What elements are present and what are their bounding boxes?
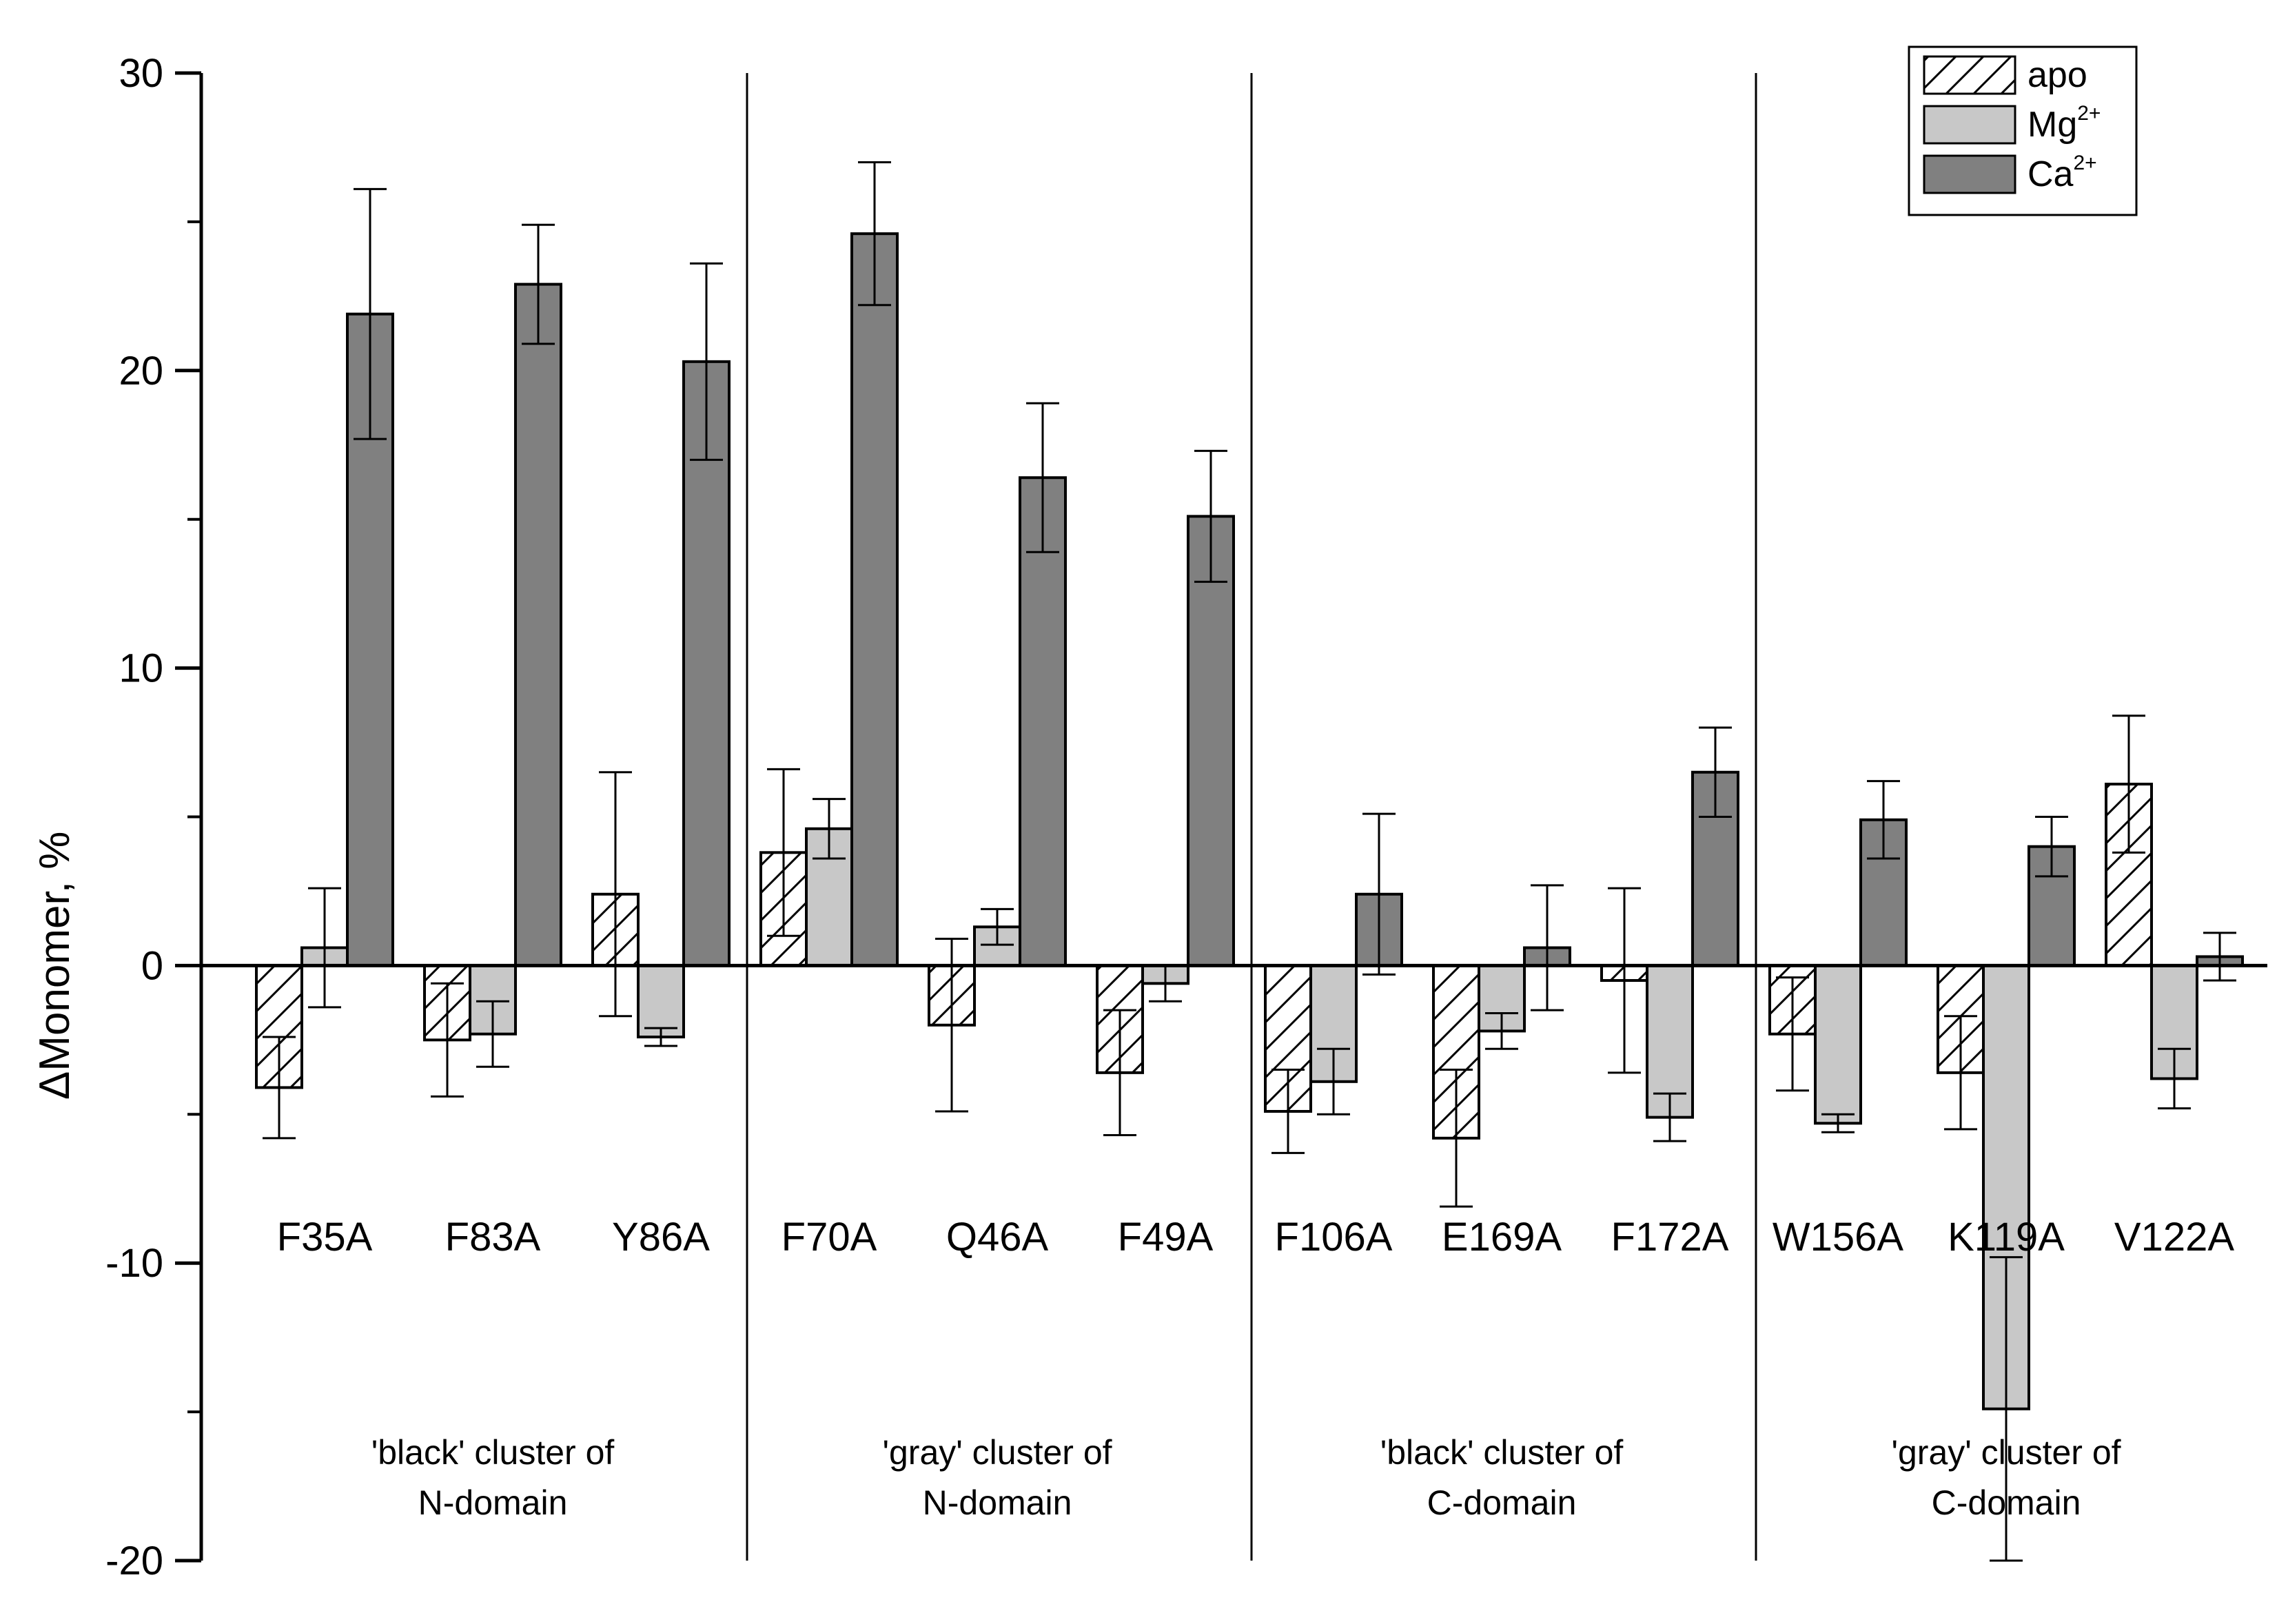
category-label: E169A [1442,1215,1562,1260]
y-tick-label: -10 [105,1241,163,1286]
y-axis-title: ΔMonomer, % [31,832,79,1100]
category-label: Q46A [946,1215,1049,1260]
bars [255,232,2244,1410]
group-label-line1: 'gray' cluster of [1891,1433,2121,1472]
category-label: F49A [1118,1215,1214,1260]
legend-label-apo: apo [2027,55,2087,95]
bar-ca-f49a [1187,515,1235,967]
bar-mg-w156a [1814,964,1862,1125]
group-label-line2: N-domain [418,1483,568,1522]
legend-superscript: 2+ [2073,152,2096,174]
group-label-line2: C-domain [1427,1483,1577,1522]
legend-swatch-mg [1923,105,2016,145]
bar-ca-y86a [682,360,731,967]
category-label: F35A [277,1215,373,1260]
y-tick-label: 30 [119,51,163,96]
group-label-line2: N-domain [923,1483,1072,1522]
category-label: F70A [782,1215,877,1260]
bar-ca-f70a [850,232,899,967]
legend-swatch-ca [1923,154,2016,194]
category-label: F106A [1275,1215,1393,1260]
category-label: F172A [1611,1215,1729,1260]
bar-mg-f172a [1646,964,1694,1119]
legend-superscript: 2+ [2077,102,2101,125]
bar-ca-q46a [1019,476,1067,967]
error-bars [263,161,2236,1562]
group-label-line1: 'black' cluster of [371,1433,615,1472]
group-label-line2: C-domain [1932,1483,2081,1522]
bar-mg-y86a [637,964,685,1039]
category-label: W156A [1773,1215,1904,1260]
y-tick-label: 0 [141,943,163,988]
group-label-line1: 'gray' cluster of [882,1433,1112,1472]
y-tick-label: 20 [119,349,163,393]
category-label: V122A [2114,1215,2234,1260]
legend-swatch-apo [1923,55,2016,95]
category-label: K119A [1948,1215,2065,1260]
y-tick-label: 10 [119,646,163,691]
category-label: Y86A [612,1215,710,1260]
y-tick-label: -20 [105,1539,163,1583]
group-dividers [746,73,1757,1561]
axes [175,71,2267,1563]
category-label: F83A [445,1215,541,1260]
bar-ca-f83a [514,282,562,967]
labels: F35A F83A Y86A F70A Q46A F49A F106A E169A F172A W… [31,51,2234,1583]
group-label-line1: 'black' cluster of [1380,1433,1624,1472]
